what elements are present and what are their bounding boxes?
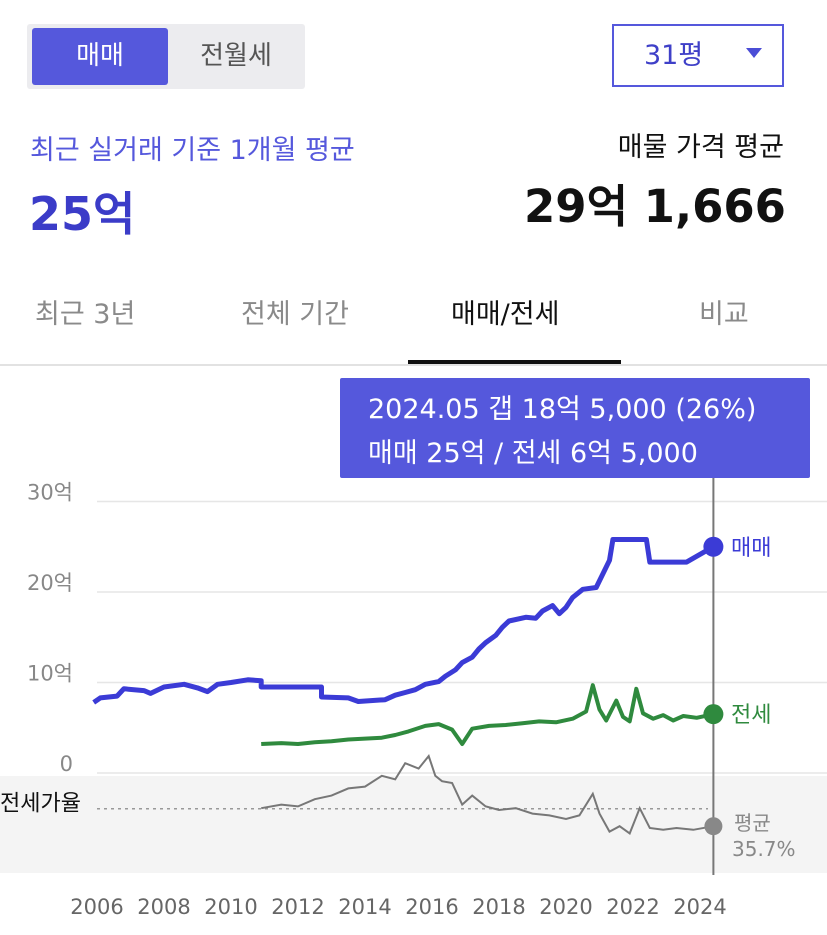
y-tick-label: 20억 bbox=[27, 571, 73, 595]
y-tick-label: 0 bbox=[60, 752, 73, 776]
x-tick-label: 2022 bbox=[606, 895, 659, 919]
ratio-average-label: 평균 bbox=[734, 811, 771, 835]
caret-down-icon bbox=[746, 48, 762, 58]
x-tick-label: 2006 bbox=[70, 895, 123, 919]
toggle-sale-button[interactable]: 매매 bbox=[32, 28, 168, 85]
recent-average-label: 최근 실거래 기준 1개월 평균 bbox=[30, 135, 355, 166]
sale-series-label: 매매 bbox=[731, 536, 771, 561]
x-tick-label: 2014 bbox=[338, 895, 391, 919]
jeonse-series-label: 전세 bbox=[731, 703, 771, 728]
jeonse-series-line bbox=[261, 683, 714, 746]
tab-all-period[interactable]: 전체 기간 bbox=[241, 299, 349, 330]
x-tick-label: 2012 bbox=[271, 895, 324, 919]
tooltip-gap-line: 2024.05 갭 18억 5,000 (26%) bbox=[368, 394, 757, 425]
recent-average-value: 25억 bbox=[29, 187, 136, 241]
trade-type-toggle: 매매 전월세 bbox=[27, 24, 305, 89]
tab-sale-jeonse[interactable]: 매매/전세 bbox=[451, 299, 560, 330]
x-tick-label: 2008 bbox=[137, 895, 190, 919]
area-select[interactable]: 31평 bbox=[612, 24, 784, 87]
listing-average-value: 29억 1,666 bbox=[523, 180, 786, 233]
toggle-rent-button[interactable]: 전월세 bbox=[200, 41, 272, 71]
ratio-series-line bbox=[261, 753, 714, 835]
period-tabs: 최근 3년 전체 기간 매매/전세 비교 bbox=[0, 270, 827, 366]
ratio-band bbox=[0, 776, 827, 873]
x-tick-label: 2024 bbox=[673, 895, 726, 919]
listing-average-label: 매물 가격 평균 bbox=[617, 132, 784, 163]
y-axis: 0 10억 20억 30억 bbox=[27, 481, 73, 777]
ratio-current-point bbox=[704, 817, 723, 836]
active-tab-underline bbox=[408, 360, 621, 364]
tab-recent-3y[interactable]: 최근 3년 bbox=[35, 299, 136, 330]
tab-compare[interactable]: 비교 bbox=[699, 299, 749, 330]
ratio-series-label: 전세가율 bbox=[0, 792, 81, 817]
area-select-value: 31평 bbox=[644, 40, 704, 71]
x-tick-label: 2010 bbox=[204, 895, 257, 919]
jeonse-current-point bbox=[703, 704, 724, 725]
x-tick-label: 2016 bbox=[405, 895, 458, 919]
x-tick-label: 2020 bbox=[539, 895, 592, 919]
sale-series-line bbox=[92, 537, 715, 705]
sale-current-point bbox=[703, 536, 724, 557]
tooltip-price-line: 매매 25억 / 전세 6억 5,000 bbox=[368, 438, 698, 469]
x-axis: 2006 2008 2010 2012 2014 2016 2018 2020 2022 2024 bbox=[70, 895, 726, 919]
y-tick-label: 30억 bbox=[27, 481, 73, 505]
y-tick-label: 10억 bbox=[27, 662, 73, 686]
ratio-average-value: 35.7% bbox=[732, 837, 796, 861]
x-tick-label: 2018 bbox=[472, 895, 525, 919]
chart-tooltip: 2024.05 갭 18억 5,000 (26%) 매매 25억 / 전세 6억… bbox=[340, 378, 810, 478]
